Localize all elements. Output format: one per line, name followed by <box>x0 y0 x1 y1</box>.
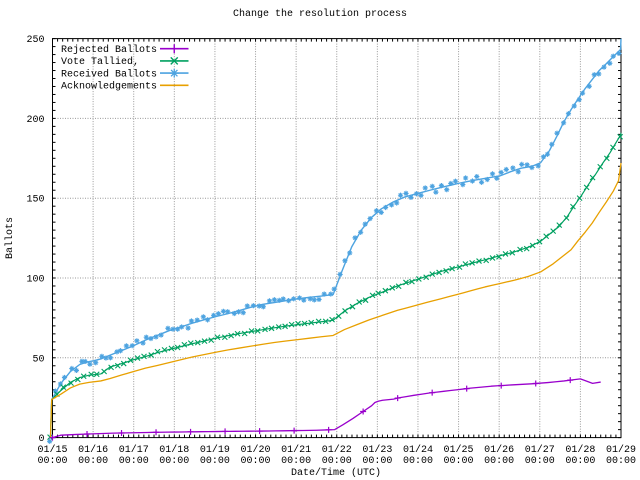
svg-text:00:00: 00:00 <box>484 456 514 467</box>
svg-text:00:00: 00:00 <box>241 456 271 467</box>
svg-text:150: 150 <box>26 195 44 206</box>
svg-text:Date/Time (UTC): Date/Time (UTC) <box>291 467 381 479</box>
svg-text:0: 0 <box>38 434 44 445</box>
svg-text:00:00: 00:00 <box>159 456 189 467</box>
svg-text:00:00: 00:00 <box>362 456 392 467</box>
svg-text:00:00: 00:00 <box>525 456 555 467</box>
svg-text:01/28: 01/28 <box>565 444 595 456</box>
svg-text:01/19: 01/19 <box>200 444 230 456</box>
svg-text:00:00: 00:00 <box>322 456 352 467</box>
svg-text:00:00: 00:00 <box>119 456 149 467</box>
svg-text:01/23: 01/23 <box>362 444 392 456</box>
svg-text:Ballots: Ballots <box>4 217 16 259</box>
svg-text:01/24: 01/24 <box>403 444 433 456</box>
svg-text:00:00: 00:00 <box>37 456 67 467</box>
svg-text:100: 100 <box>26 275 44 286</box>
svg-text:250: 250 <box>26 35 44 46</box>
svg-text:00:00: 00:00 <box>200 456 230 467</box>
svg-text:01/17: 01/17 <box>119 444 149 456</box>
svg-text:Rejected Ballots: Rejected Ballots <box>61 44 157 56</box>
svg-text:00:00: 00:00 <box>281 456 311 467</box>
svg-text:Received Ballots: Received Ballots <box>61 68 157 80</box>
svg-text:00:00: 00:00 <box>78 456 108 467</box>
svg-text:00:00: 00:00 <box>444 456 474 467</box>
svg-text:01/20: 01/20 <box>241 444 271 456</box>
svg-text:01/21: 01/21 <box>281 444 311 456</box>
svg-text:50: 50 <box>32 354 44 365</box>
svg-text:Change the resolution process: Change the resolution process <box>233 8 407 20</box>
svg-text:01/25: 01/25 <box>444 444 474 456</box>
svg-text:01/18: 01/18 <box>159 444 189 456</box>
svg-text:00:00: 00:00 <box>565 456 595 467</box>
svg-text:Vote Tallied,: Vote Tallied, <box>61 56 139 68</box>
svg-text:00:00: 00:00 <box>403 456 433 467</box>
svg-text:01/15: 01/15 <box>37 444 67 456</box>
svg-text:00:00: 00:00 <box>606 456 636 467</box>
svg-text:01/26: 01/26 <box>484 444 514 456</box>
svg-text:200: 200 <box>26 115 44 126</box>
svg-text:01/16: 01/16 <box>78 444 108 456</box>
svg-text:01/29: 01/29 <box>606 444 636 456</box>
svg-text:01/22: 01/22 <box>322 444 352 456</box>
svg-text:01/27: 01/27 <box>525 444 555 456</box>
svg-text:Acknowledgements: Acknowledgements <box>61 81 157 93</box>
